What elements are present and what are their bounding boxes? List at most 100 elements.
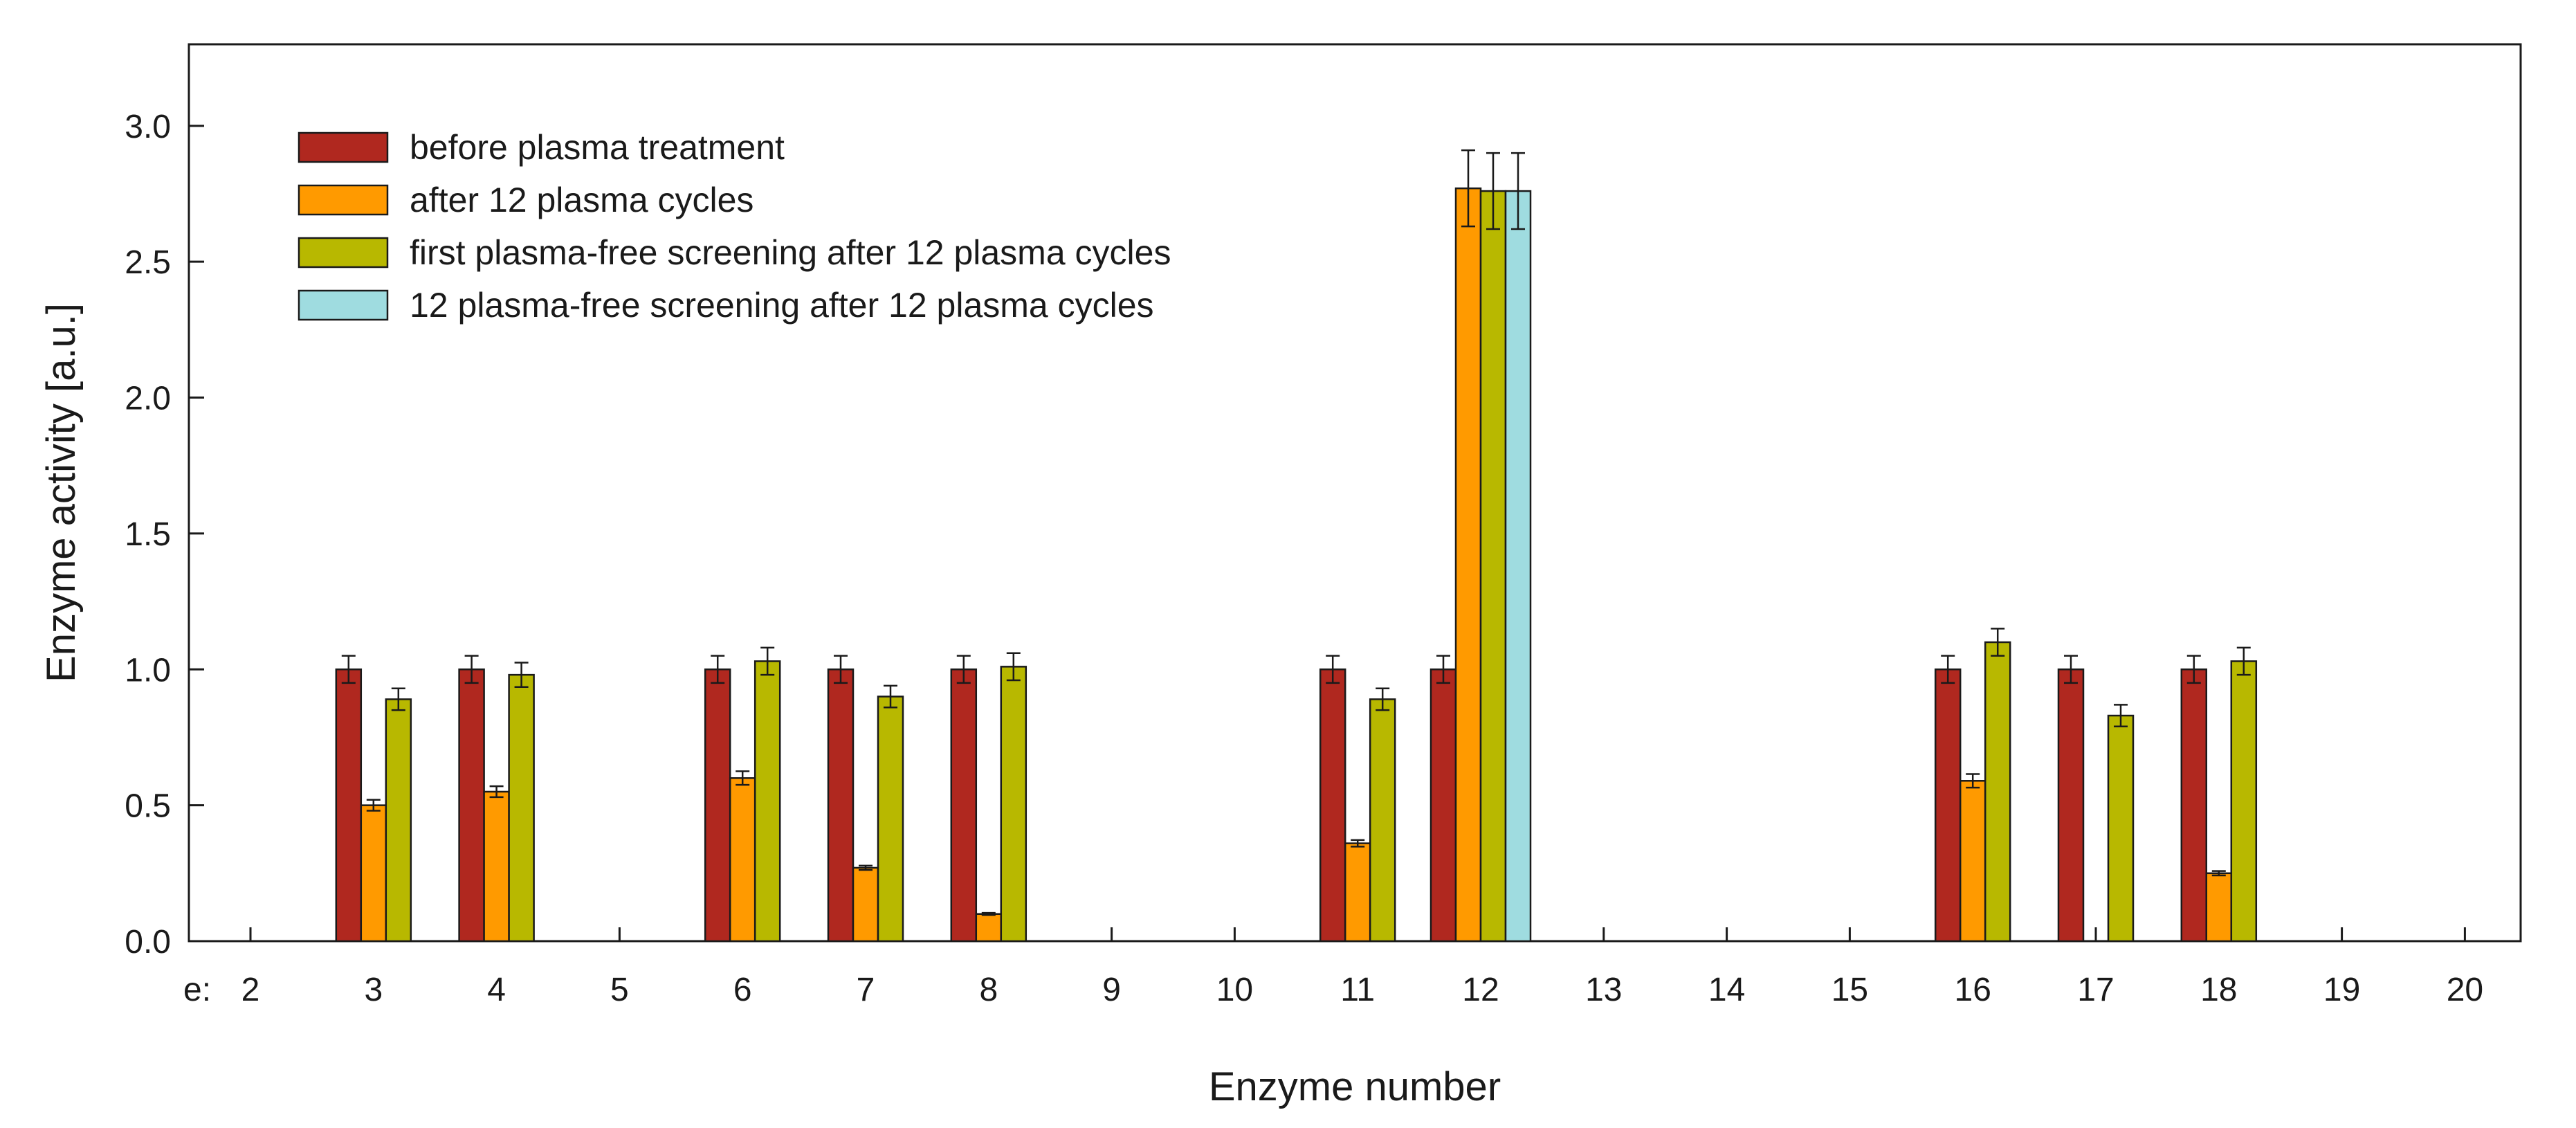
- bar-after-12-plasma-cycles-4: [483, 790, 510, 943]
- error-bar-12-0: [1436, 655, 1450, 684]
- error-bar-6-2: [760, 646, 775, 676]
- legend-swatch: [298, 184, 389, 216]
- y-tick-label: 1.5: [125, 516, 171, 553]
- legend: before plasma treatment after 12 plasma c…: [298, 128, 1171, 325]
- x-tick-label: 13: [1585, 972, 1622, 1008]
- error-bar-12-2: [1486, 152, 1500, 230]
- x-prefix-label: e:: [183, 972, 211, 1008]
- bar-first-plasma-free-screening-after-12-plasma-cycles-11: [1369, 698, 1396, 943]
- x-tick-label: 20: [2447, 972, 2483, 1008]
- y-tick-label: 0.5: [125, 788, 171, 825]
- error-bar-16-0: [1941, 655, 1955, 684]
- bar-12-plasma-free-screening-after-12-plasma-cycles-12: [1504, 190, 1532, 943]
- y-tick-label: 0.0: [125, 924, 171, 961]
- bar-before-plasma-treatment-4: [458, 668, 485, 943]
- bar-after-12-plasma-cycles-6: [729, 777, 756, 943]
- x-tick-label: 9: [1102, 972, 1121, 1008]
- error-bar-18-2: [2236, 646, 2251, 676]
- error-bar-17-0: [2064, 655, 2078, 684]
- bar-after-12-plasma-cycles-3: [360, 804, 387, 943]
- bar-first-plasma-free-screening-after-12-plasma-cycles-18: [2230, 660, 2258, 943]
- y-tick-label: 2.0: [125, 381, 171, 417]
- x-tick-label: 4: [487, 972, 506, 1008]
- error-bar-3-1: [366, 799, 381, 812]
- legend-swatch: [298, 289, 389, 321]
- y-tick-label: 1.0: [125, 652, 171, 689]
- legend-label: first plasma-free screening after 12 pla…: [410, 233, 1171, 272]
- x-tick-label: 15: [1831, 972, 1868, 1008]
- error-bar-11-1: [1351, 839, 1365, 848]
- error-bar-16-2: [1991, 628, 2005, 657]
- error-bar-4-0: [464, 655, 479, 684]
- x-tick-label: 14: [1708, 972, 1745, 1008]
- x-tick-label: 6: [733, 972, 752, 1008]
- bar-after-12-plasma-cycles-7: [852, 866, 879, 943]
- x-tick-label: 8: [979, 972, 998, 1008]
- y-axis: 0.0 0.5 1.0 1.5 2.0 2.5 3.0: [125, 109, 204, 961]
- bar-before-plasma-treatment-6: [704, 668, 731, 943]
- bar-first-plasma-free-screening-after-12-plasma-cycles-12: [1479, 190, 1507, 943]
- x-tick-label: 10: [1216, 972, 1253, 1008]
- x-tick-label: 11: [1340, 972, 1375, 1008]
- bar-first-plasma-free-screening-after-12-plasma-cycles-17: [2107, 714, 2135, 943]
- y-tick-label: 2.5: [125, 244, 171, 281]
- bar-first-plasma-free-screening-after-12-plasma-cycles-8: [1000, 666, 1027, 943]
- bar-after-12-plasma-cycles-11: [1344, 842, 1371, 943]
- bar-before-plasma-treatment-3: [335, 668, 363, 943]
- x-axis-title: Enzyme number: [1209, 1064, 1501, 1109]
- bar-before-plasma-treatment-18: [2180, 668, 2208, 943]
- error-bar-16-1: [1966, 773, 1980, 789]
- bar-before-plasma-treatment-11: [1319, 668, 1346, 943]
- error-bar-3-0: [341, 655, 356, 684]
- error-bar-18-0: [2186, 655, 2201, 684]
- bar-after-12-plasma-cycles-16: [1959, 780, 1986, 943]
- x-tick-label: 3: [364, 972, 383, 1008]
- error-bar-6-1: [736, 770, 750, 786]
- error-bars: [341, 149, 2251, 916]
- x-tick-label: 17: [2077, 972, 2114, 1008]
- error-bar-7-0: [834, 655, 848, 684]
- error-bar-6-0: [711, 655, 725, 684]
- legend-label: 12 plasma-free screening after 12 plasma…: [410, 286, 1154, 325]
- error-bar-7-2: [884, 684, 897, 709]
- legend-label: before plasma treatment: [410, 128, 785, 167]
- error-bar-8-0: [956, 655, 971, 684]
- bar-first-plasma-free-screening-after-12-plasma-cycles-7: [877, 695, 904, 943]
- bar-after-12-plasma-cycles-18: [2205, 872, 2233, 943]
- error-bar-8-2: [1006, 652, 1021, 682]
- x-tick-label: 16: [1955, 972, 1991, 1008]
- error-bar-4-1: [489, 785, 504, 799]
- bar-first-plasma-free-screening-after-12-plasma-cycles-6: [753, 660, 781, 943]
- bar-after-12-plasma-cycles-8: [975, 913, 1003, 943]
- x-axis: 2 3 4 5 6 7 8 9 10 11 12 13 14 15 16 17 18 19 20: [241, 927, 2483, 1008]
- error-bar-12-1: [1461, 149, 1475, 228]
- bar-before-plasma-treatment-17: [2057, 668, 2085, 943]
- error-bar-11-0: [1326, 655, 1340, 684]
- error-bar-3-2: [391, 687, 405, 711]
- bar-first-plasma-free-screening-after-12-plasma-cycles-3: [385, 698, 412, 943]
- error-bar-11-2: [1376, 687, 1390, 711]
- x-tick-label: 19: [2323, 972, 2360, 1008]
- bar-before-plasma-treatment-7: [827, 668, 855, 943]
- legend-label: after 12 plasma cycles: [410, 181, 753, 219]
- x-tick-label: 12: [1462, 972, 1499, 1008]
- error-bar-18-1: [2211, 870, 2226, 877]
- x-tick-label: 5: [610, 972, 629, 1008]
- error-bar-4-2: [514, 662, 529, 689]
- plot-frame: [188, 43, 2522, 943]
- error-bar-8-1: [981, 911, 996, 916]
- x-tick-label: 2: [241, 972, 260, 1008]
- error-bar-12-3: [1511, 152, 1525, 230]
- x-tick-label: 18: [2200, 972, 2237, 1008]
- y-axis-title: Enzyme activity [a.u.]: [39, 303, 84, 682]
- error-bar-17-2: [2114, 704, 2128, 727]
- legend-swatch: [298, 131, 389, 163]
- bar-first-plasma-free-screening-after-12-plasma-cycles-16: [1984, 641, 2011, 943]
- legend-swatch: [298, 237, 389, 269]
- x-tick-label: 7: [857, 972, 875, 1008]
- bar-first-plasma-free-screening-after-12-plasma-cycles-4: [508, 673, 535, 943]
- error-bar-7-1: [859, 864, 873, 871]
- y-tick-label: 3.0: [125, 109, 171, 145]
- bar-before-plasma-treatment-12: [1429, 668, 1457, 943]
